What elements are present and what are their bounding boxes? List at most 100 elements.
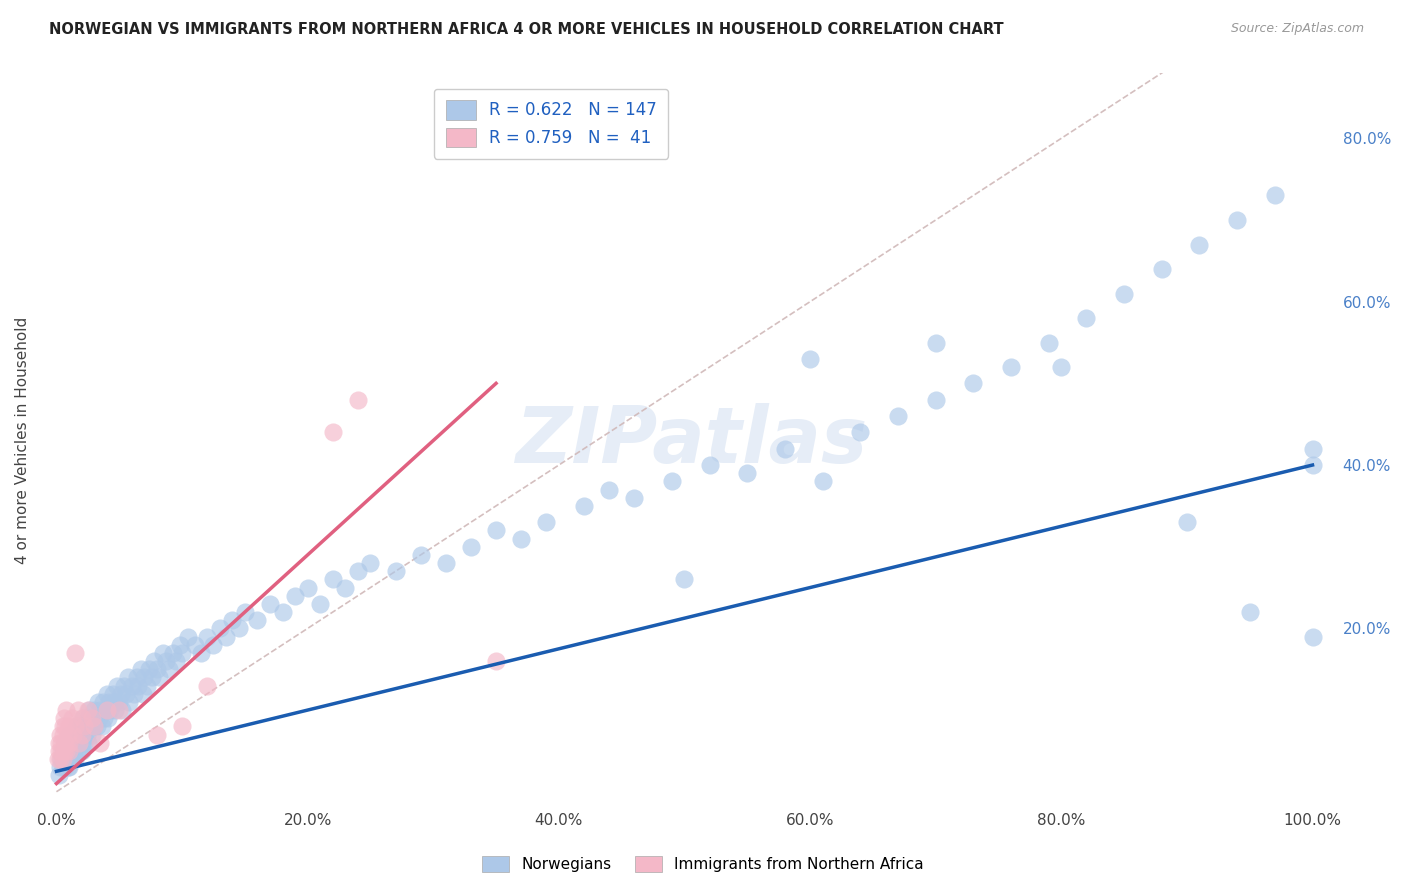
Point: [1188, 237, 1211, 252]
Point: [1226, 213, 1249, 227]
Point: [359, 556, 381, 570]
Point: [55, 703, 77, 717]
Point: [1264, 188, 1286, 202]
Point: [53, 736, 76, 750]
Point: [1000, 359, 1022, 374]
Point: [962, 376, 984, 391]
Point: [96, 687, 118, 701]
Text: NORWEGIAN VS IMMIGRANTS FROM NORTHERN AFRICA 4 OR MORE VEHICLES IN HOUSEHOLD COR: NORWEGIAN VS IMMIGRANTS FROM NORTHERN AF…: [49, 22, 1004, 37]
Point: [536, 515, 558, 529]
Point: [138, 662, 160, 676]
Point: [347, 564, 370, 578]
Point: [485, 654, 508, 668]
Point: [96, 703, 118, 717]
Point: [117, 670, 139, 684]
Point: [80, 728, 103, 742]
Point: [96, 703, 118, 717]
Point: [799, 351, 821, 366]
Point: [221, 613, 243, 627]
Point: [52, 760, 75, 774]
Point: [129, 662, 152, 676]
Point: [55, 744, 77, 758]
Point: [65, 744, 87, 758]
Point: [48, 736, 70, 750]
Point: [67, 736, 90, 750]
Point: [52, 719, 75, 733]
Point: [58, 752, 80, 766]
Point: [169, 638, 191, 652]
Point: [170, 646, 193, 660]
Point: [83, 703, 105, 717]
Point: [53, 711, 76, 725]
Point: [53, 752, 76, 766]
Point: [55, 752, 77, 766]
Point: [104, 703, 127, 717]
Point: [63, 744, 86, 758]
Point: [152, 646, 174, 660]
Point: [70, 736, 93, 750]
Point: [925, 392, 948, 407]
Point: [1302, 458, 1324, 472]
Point: [510, 532, 533, 546]
Point: [673, 573, 696, 587]
Point: [121, 679, 143, 693]
Point: [1302, 630, 1324, 644]
Point: [699, 458, 721, 472]
Point: [460, 540, 482, 554]
Point: [51, 744, 73, 758]
Point: [183, 638, 205, 652]
Point: [1076, 311, 1098, 326]
Point: [53, 744, 76, 758]
Point: [89, 711, 111, 725]
Point: [598, 483, 620, 497]
Point: [51, 752, 73, 766]
Point: [134, 670, 156, 684]
Point: [925, 335, 948, 350]
Point: [572, 499, 595, 513]
Point: [108, 695, 131, 709]
Point: [58, 736, 80, 750]
Point: [811, 475, 834, 489]
Text: Source: ZipAtlas.com: Source: ZipAtlas.com: [1230, 22, 1364, 36]
Point: [60, 711, 83, 725]
Point: [77, 703, 100, 717]
Point: [155, 654, 177, 668]
Point: [49, 752, 72, 766]
Point: [72, 711, 94, 725]
Point: [65, 719, 87, 733]
Point: [146, 728, 169, 742]
Point: [65, 728, 87, 742]
Text: ZIPatlas: ZIPatlas: [515, 402, 868, 478]
Point: [190, 646, 212, 660]
Point: [73, 736, 96, 750]
Point: [91, 695, 114, 709]
Point: [170, 719, 193, 733]
Point: [118, 695, 141, 709]
Point: [56, 760, 79, 774]
Point: [65, 752, 87, 766]
Point: [297, 581, 319, 595]
Point: [73, 719, 96, 733]
Point: [83, 719, 105, 733]
Point: [82, 711, 104, 725]
Point: [86, 719, 108, 733]
Point: [70, 711, 93, 725]
Point: [1038, 335, 1060, 350]
Point: [52, 752, 75, 766]
Point: [309, 597, 332, 611]
Point: [246, 613, 269, 627]
Point: [62, 736, 84, 750]
Point: [1050, 359, 1073, 374]
Point: [735, 466, 758, 480]
Point: [215, 630, 238, 644]
Point: [69, 719, 91, 733]
Point: [60, 728, 83, 742]
Point: [48, 744, 70, 758]
Point: [284, 589, 307, 603]
Point: [162, 646, 184, 660]
Point: [1114, 286, 1136, 301]
Point: [108, 703, 131, 717]
Point: [141, 670, 163, 684]
Point: [125, 670, 148, 684]
Point: [1302, 442, 1324, 456]
